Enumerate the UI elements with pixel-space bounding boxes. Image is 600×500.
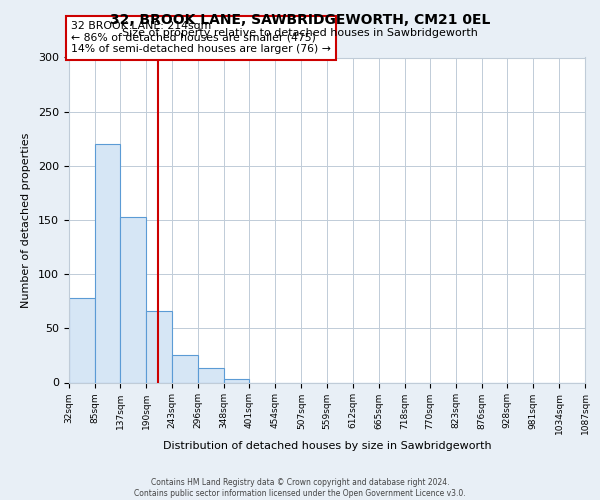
Text: Size of property relative to detached houses in Sawbridgeworth: Size of property relative to detached ho…: [122, 28, 478, 38]
Text: Contains HM Land Registry data © Crown copyright and database right 2024.
Contai: Contains HM Land Registry data © Crown c…: [134, 478, 466, 498]
Bar: [224, 379, 250, 382]
Y-axis label: Number of detached properties: Number of detached properties: [21, 132, 31, 308]
Bar: [95, 144, 121, 382]
Bar: [146, 311, 172, 382]
Text: 32, BROOK LANE, SAWBRIDGEWORTH, CM21 0EL: 32, BROOK LANE, SAWBRIDGEWORTH, CM21 0EL: [110, 12, 490, 26]
X-axis label: Distribution of detached houses by size in Sawbridgeworth: Distribution of detached houses by size …: [163, 442, 491, 452]
Bar: [69, 298, 95, 382]
Bar: [121, 217, 146, 382]
Bar: [198, 368, 224, 382]
Bar: [172, 356, 198, 382]
Text: 32 BROOK LANE: 214sqm
← 86% of detached houses are smaller (475)
14% of semi-det: 32 BROOK LANE: 214sqm ← 86% of detached …: [71, 21, 331, 54]
